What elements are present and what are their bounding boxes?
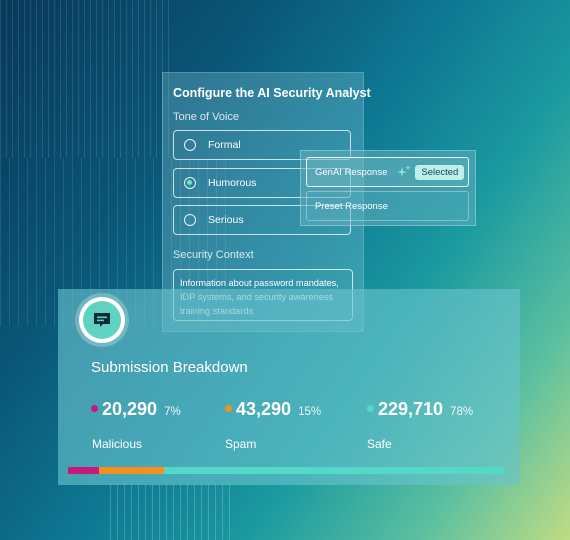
spam-label: Spam (225, 437, 257, 451)
selected-badge: Selected (415, 164, 465, 180)
safe-dot-icon (367, 405, 374, 412)
configure-panel-title: Configure the AI Security Analyst (173, 86, 371, 100)
submission-breakdown-title: Submission Breakdown (91, 359, 248, 376)
preset-response-option[interactable]: Preset Response (306, 191, 469, 221)
preset-response-label: Preset Response (315, 200, 388, 212)
stat-percent: 15% (298, 406, 322, 418)
breakdown-progress-bar (68, 467, 505, 474)
sparkle-icon (397, 165, 412, 177)
malicious-label: Malicious (92, 437, 143, 451)
radio-circle-icon (184, 214, 196, 226)
stat-malicious: 20,290 7% (91, 399, 181, 420)
stat-value: 43,290 (236, 399, 292, 419)
bar-segment-spam (98, 467, 165, 474)
response-type-dropdown: GenAI Response Selected Preset Response (300, 150, 476, 226)
radio-circle-icon (184, 139, 196, 151)
stat-percent: 78% (450, 406, 474, 418)
spam-dot-icon (225, 405, 232, 412)
tone-of-voice-label: Tone of Voice (173, 111, 240, 123)
radio-checked-icon (184, 177, 196, 189)
stat-value: 229,710 (378, 399, 444, 419)
decorative-stripes-top (0, 0, 170, 158)
chat-message-icon (94, 313, 110, 327)
bar-segment-safe (164, 467, 505, 474)
safe-label: Safe (367, 437, 392, 451)
stat-percent: 7% (164, 406, 181, 418)
security-context-label: Security Context (173, 249, 254, 261)
bar-segment-malicious (68, 467, 99, 474)
stat-safe: 229,710 78% (367, 399, 473, 420)
genai-response-label: GenAI Response (315, 166, 388, 178)
tone-option-label: Serious (208, 214, 244, 226)
stat-spam: 43,290 15% (225, 399, 321, 420)
submission-breakdown-card: Submission Breakdown 20,290 7% 43,290 15… (58, 289, 520, 485)
tone-option-formal[interactable]: Formal (173, 130, 351, 160)
stat-value: 20,290 (102, 399, 158, 419)
genai-response-option[interactable]: GenAI Response Selected (306, 157, 469, 187)
chat-avatar (79, 297, 125, 343)
malicious-dot-icon (91, 405, 98, 412)
decorative-stripes-bottom (110, 484, 230, 540)
tone-option-label: Formal (208, 139, 241, 151)
tone-option-label: Humorous (208, 177, 257, 189)
